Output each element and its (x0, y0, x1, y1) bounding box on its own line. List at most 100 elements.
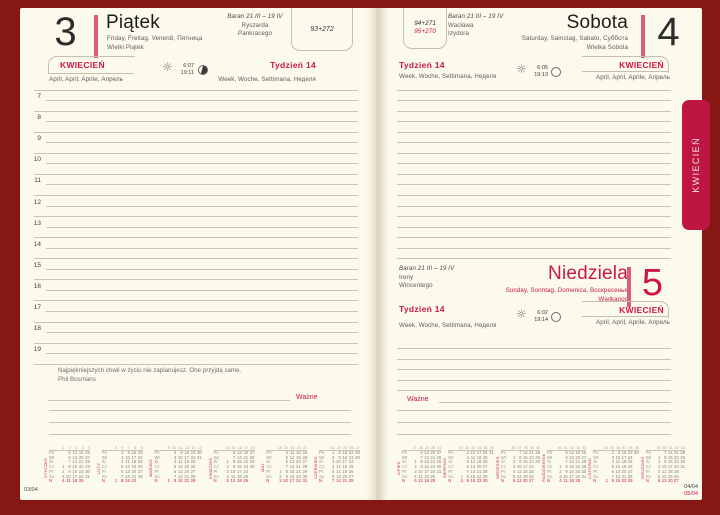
week-number: 1 (58, 446, 65, 451)
rule-line (397, 422, 671, 423)
mini-cal-day: 17 (131, 454, 137, 460)
mini-cal-day: 12 (516, 473, 522, 479)
mini-cal-day: 23 (674, 459, 679, 465)
mini-cal-day: 23 (430, 464, 436, 470)
weekday-abbr: Pn (154, 450, 160, 455)
mini-cal-day: 13 (72, 454, 78, 460)
week-label: Tydzień 14 (399, 60, 445, 70)
week-number: 51 (666, 446, 673, 451)
mini-cal-day: 9 (466, 478, 470, 484)
mini-cal-day: 15 (236, 459, 242, 465)
week-number: 20 (288, 446, 295, 451)
week-number: 53 (678, 446, 685, 451)
mini-cal-day: 9 (565, 468, 568, 474)
mini-cal-day: 6 (121, 468, 124, 474)
weekday-abbr: So (266, 473, 272, 479)
saturday-day-number: 4 (657, 10, 679, 54)
mini-cal-day: 14 (236, 454, 242, 460)
mini-cal-day: 25 (348, 464, 354, 470)
rule-line (49, 434, 351, 435)
mini-cal-day: 14 (522, 450, 528, 455)
mini-cal-day: 3 (611, 454, 615, 460)
rule-line (397, 226, 671, 228)
mini-cal-day: 1 (512, 454, 516, 460)
zodiac-label: Baran 21 III – 19 IV (399, 265, 455, 272)
mini-cal-day: 22 (243, 459, 249, 465)
mini-cal-day: 14 (335, 478, 341, 484)
mini-cal-day: 13 (470, 464, 476, 470)
mini-cal-day: 11 (66, 478, 71, 484)
week-number: 6 (117, 446, 124, 451)
mini-cal-day: 9 (127, 450, 130, 455)
week-number: 45 (607, 446, 615, 451)
mini-cal-day: 7 (232, 454, 236, 460)
weekday-abbr: So (500, 473, 506, 479)
mini-cal-day: 6 (512, 478, 516, 484)
sun-icon: ☼ (516, 307, 527, 321)
mini-cal-day: 7 (173, 473, 177, 479)
mini-cal-day: 24 (674, 464, 679, 470)
weekday-abbr: N (500, 478, 504, 484)
rule-line (46, 121, 358, 123)
mini-calendar-month: STYCZEŃ (43, 457, 48, 479)
mini-cal-day: 24 (348, 459, 354, 465)
mini-cal-day: 16 (236, 464, 242, 470)
mini-cal-day: 25 (529, 468, 534, 474)
mini-cal-day: 2 (611, 450, 615, 455)
mini-cal-day: 9 (519, 459, 522, 465)
mini-cal-day: 7 (466, 468, 470, 474)
mini-cal-day: 13 (516, 478, 522, 484)
mini-cal-day: 1 (167, 478, 170, 484)
mini-cal-day: 26 (302, 454, 308, 460)
week-number: 27 (410, 446, 417, 451)
weekday-abbr: Pt (154, 468, 159, 474)
mini-cal-day: 8 (68, 464, 71, 470)
mini-calendar: KWIECIEŃ 14 15 16 17 18 Pn 6 13 20 27 Wt 7 14 21 28 Śr 1 8… (207, 445, 255, 491)
mini-cal-day: 25 (482, 454, 488, 460)
rule-line (34, 321, 358, 323)
weekday-abbr: Cz (547, 464, 553, 470)
saturday-accent-bar (641, 15, 645, 58)
mini-cal-day: 18 (296, 450, 301, 455)
week-number: 48 (626, 446, 633, 451)
mini-cal-day: 22 (430, 459, 436, 465)
sunday-holiday: Wielkanoc (598, 295, 628, 303)
mini-cal-day: 5 (414, 478, 417, 484)
saturday-lines (383, 8, 702, 500)
mini-cal-day: 14 (569, 459, 574, 465)
mini-cal-day: 8 (285, 468, 289, 474)
mini-calendar: STYCZEŃ 1 2 3 4 5 Pn 5 12 19 26 Wt 6 13 20 27 Śr 7 14 21 28 C… (42, 445, 90, 491)
mini-cal-day: 1 (114, 478, 118, 484)
mini-cal-day: 17 (522, 464, 528, 470)
mini-cal-day: 17 (621, 454, 627, 460)
mini-cal-day: 10 (615, 454, 621, 460)
mini-cal-day: 28 (482, 468, 488, 474)
mini-cal-day: 13 (661, 478, 667, 484)
mini-cal-day: 26 (85, 450, 90, 455)
mini-cal-day: 29 (680, 454, 685, 460)
weekday-abbr: So (318, 473, 325, 479)
mini-cal-day: 1 (331, 450, 335, 455)
mini-cal-day: 30 (249, 464, 255, 470)
mini-cal-day: 20 (621, 468, 627, 474)
mini-cal-day (354, 479, 360, 484)
mini-cal-day: 4 (121, 459, 124, 465)
rule-line (397, 205, 671, 207)
week-number: 8 (129, 446, 137, 451)
week-label: Tydzień 14 (270, 60, 316, 70)
weekday-abbr: So (448, 473, 454, 479)
mini-cal-day: 4 (62, 478, 65, 484)
week-number: 5 (83, 446, 90, 451)
mini-cal-day: 28 (436, 454, 442, 460)
mini-cal-day: 22 (131, 478, 137, 484)
week-number: 43 (573, 446, 581, 451)
mini-cal-day: 2 (121, 450, 124, 455)
mini-cal-day: 27 (529, 478, 534, 484)
week-number: 28 (416, 446, 423, 451)
mini-calendar: PAŹDZIERNIK 40 41 42 43 44 Pn 5 12 19 26 Wt 6 13 20 27 Ś… (540, 445, 587, 491)
rule-line (34, 89, 358, 91)
mini-cal-day: 28 (302, 464, 308, 470)
week-translations: Week, Woche, Settimana, Неделя (218, 76, 316, 83)
mini-cal-day: 18 (131, 459, 137, 465)
